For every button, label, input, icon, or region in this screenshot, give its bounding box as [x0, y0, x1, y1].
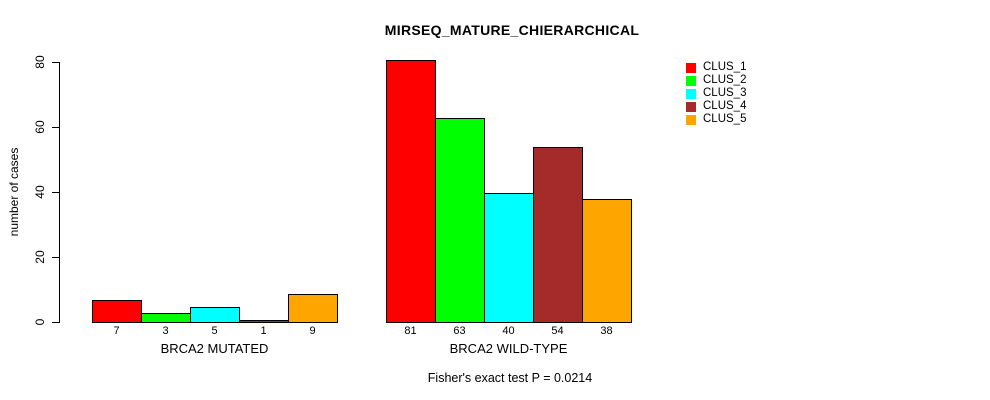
bar-clus_2-mutated	[141, 313, 191, 323]
legend-label: CLUS_1	[703, 61, 747, 73]
bar-value-label: 1	[260, 325, 267, 337]
bar-value-label: 38	[600, 325, 613, 337]
bar-clus_5-wild-type	[582, 199, 632, 323]
bar-clus_3-mutated	[190, 307, 240, 323]
group-label: BRCA2 WILD-TYPE	[449, 341, 568, 356]
legend-item-clus_2: CLUS_2	[686, 74, 746, 87]
y-tick-label: 0	[33, 318, 47, 326]
legend-item-clus_1: CLUS_1	[686, 61, 746, 74]
legend-label: CLUS_5	[703, 113, 747, 125]
bar-value-label: 9	[309, 325, 316, 337]
y-tick-label: 20	[33, 250, 47, 264]
y-tick-label: 40	[33, 185, 47, 199]
y-tick-label: 80	[33, 55, 47, 69]
legend-label: CLUS_3	[703, 87, 747, 99]
bar-value-label: 3	[162, 325, 169, 337]
bar-clus_5-mutated	[288, 294, 338, 323]
y-tick-mark	[52, 127, 59, 128]
y-tick-mark	[52, 62, 59, 63]
legend-swatch-icon	[686, 88, 696, 99]
y-tick-mark	[52, 257, 59, 258]
legend-item-clus_3: CLUS_3	[686, 87, 746, 100]
legend-swatch-icon	[686, 75, 696, 86]
bar-clus_4-mutated	[239, 320, 289, 323]
bar-clus_2-wild-type	[435, 118, 485, 323]
y-tick-mark	[52, 322, 59, 323]
bar-value-label: 5	[211, 325, 218, 337]
bar-value-label: 40	[502, 325, 515, 337]
legend-swatch-icon	[686, 101, 696, 112]
legend-label: CLUS_4	[703, 100, 747, 112]
legend-item-clus_5: CLUS_5	[686, 113, 746, 126]
y-tick-mark	[52, 192, 59, 193]
y-axis-label: number of cases	[7, 147, 21, 237]
bar-value-label: 63	[453, 325, 466, 337]
bar-clus_1-wild-type	[386, 60, 436, 323]
y-axis-line	[59, 62, 60, 323]
bar-value-label: 54	[551, 325, 564, 337]
bar-clus_1-mutated	[92, 300, 142, 323]
legend-swatch-icon	[686, 114, 696, 125]
bar-clus_3-wild-type	[484, 193, 534, 323]
bar-value-label: 81	[404, 325, 417, 337]
legend: CLUS_1 CLUS_2 CLUS_3 CLUS_4 CLUS_5	[686, 61, 746, 126]
y-tick-label: 60	[33, 120, 47, 134]
legend-item-clus_4: CLUS_4	[686, 100, 746, 113]
bar-value-label: 7	[113, 325, 120, 337]
legend-label: CLUS_2	[703, 74, 747, 86]
annotation-text: Fisher's exact test P = 0.0214	[427, 371, 593, 385]
bar-clus_4-wild-type	[533, 147, 583, 323]
chart-title: MIRSEQ_MATURE_CHIERARCHICAL	[384, 22, 640, 38]
legend-swatch-icon	[686, 62, 696, 73]
group-label: BRCA2 MUTATED	[160, 341, 269, 356]
